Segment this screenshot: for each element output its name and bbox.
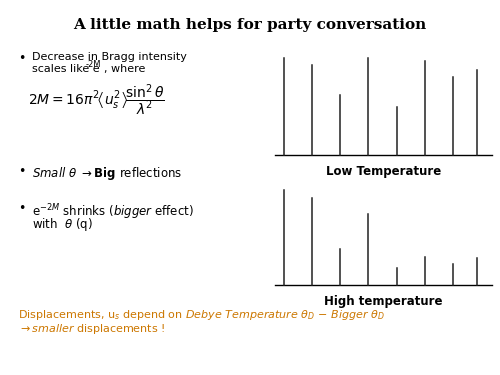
Text: e$^{-2M}$ shrinks ($\mathbf{\mathit{bigger}}$ effect): e$^{-2M}$ shrinks ($\mathbf{\mathit{bigg… (32, 202, 194, 222)
Text: -2M: -2M (86, 60, 102, 69)
Text: Decrease in Bragg intensity: Decrease in Bragg intensity (32, 52, 187, 62)
Text: •: • (18, 165, 26, 178)
Text: scales like e: scales like e (32, 64, 100, 74)
Text: •: • (18, 202, 26, 215)
Text: High temperature: High temperature (324, 295, 443, 308)
Text: $2M = 16\pi^2\!\left\langle u_s^2\right\rangle\!\dfrac{\sin^2\theta}{\lambda^2}$: $2M = 16\pi^2\!\left\langle u_s^2\right\… (28, 82, 164, 117)
Text: with  $\theta$ (q): with $\theta$ (q) (32, 216, 93, 233)
Text: •: • (18, 52, 26, 65)
Text: $\rightarrow$$\mathbf{\mathit{smaller}}$ displacements !: $\rightarrow$$\mathbf{\mathit{smaller}}$… (18, 322, 165, 336)
Text: Low Temperature: Low Temperature (326, 165, 441, 178)
Text: Displacements, u$_s$ depend on $\mathbf{\mathit{Debye\ Temperature}}$$\ \mathbf{: Displacements, u$_s$ depend on $\mathbf{… (18, 308, 385, 322)
Text: A little math helps for party conversation: A little math helps for party conversati… (74, 18, 426, 32)
Text: , where: , where (104, 64, 146, 74)
Text: $\mathit{Small}\ \theta\ \rightarrow\mathbf{Big}$ reflections: $\mathit{Small}\ \theta\ \rightarrow\mat… (32, 165, 182, 182)
